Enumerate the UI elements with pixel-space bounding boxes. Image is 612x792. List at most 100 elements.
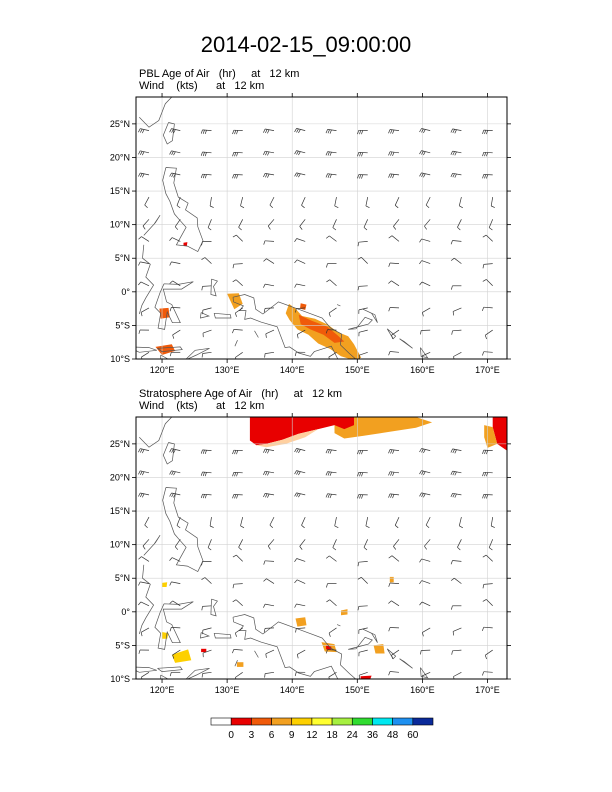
wind-barb-flag	[357, 152, 360, 157]
wind-barb-flag	[451, 330, 453, 335]
wind-barb-flag	[200, 449, 203, 454]
wind-barb-flag	[419, 558, 422, 563]
wind-barb	[171, 581, 181, 584]
wind-barb-flag	[453, 676, 455, 679]
shaded-region	[155, 344, 176, 355]
wind-barb-flag	[234, 312, 237, 317]
wind-barb-flag	[294, 603, 297, 608]
wind-barb-flag	[138, 172, 141, 177]
wind-barb-flag	[424, 225, 427, 230]
coastline	[254, 330, 259, 338]
wind-barb-flag	[326, 263, 328, 268]
shaded-region	[492, 417, 507, 451]
shaded-region	[360, 675, 372, 679]
wind-barb-flag	[325, 555, 330, 559]
wind-barb	[452, 307, 462, 312]
wind-barb-flag	[423, 129, 426, 134]
wind-barb-flag	[169, 237, 173, 241]
wind-barb	[486, 279, 493, 287]
wind-barb-flag	[169, 128, 172, 133]
wind-barb	[264, 627, 275, 629]
wind-barb-flag	[388, 151, 391, 156]
wind-barb	[358, 649, 368, 653]
wind-barb	[389, 471, 400, 474]
wind-barb	[363, 539, 369, 548]
wind-barb-flag	[296, 493, 299, 497]
wind-barb-flag	[365, 525, 370, 529]
wind-barb-flag	[236, 494, 239, 499]
wind-barb-flag	[329, 449, 332, 454]
wind-barb-flag	[454, 471, 457, 476]
wind-barb	[389, 582, 400, 584]
wind-barb	[329, 279, 337, 287]
wind-barb	[171, 128, 181, 131]
wind-barb	[452, 329, 462, 332]
colorbar-label: 3	[249, 730, 255, 741]
wind-barb	[334, 197, 337, 206]
wind-barb	[265, 603, 275, 607]
wind-barb-flag	[327, 173, 330, 178]
wind-barb	[483, 583, 493, 585]
wind-barb	[452, 240, 462, 242]
wind-barb	[171, 448, 181, 451]
coastline	[336, 304, 341, 307]
wind-barb	[329, 555, 337, 562]
wind-barb	[485, 649, 493, 656]
wind-barb-flag	[238, 547, 242, 551]
wind-barb-flag	[263, 471, 266, 475]
wind-barb-flag	[482, 264, 485, 269]
wind-barb	[327, 129, 337, 131]
coastline	[210, 278, 218, 297]
wind-barb-flag	[421, 470, 424, 475]
wind-barb-flag	[202, 152, 205, 157]
wind-barb-flag	[491, 205, 495, 208]
wind-barb	[144, 196, 150, 206]
wind-barb	[422, 627, 431, 633]
wind-barb-flag	[357, 130, 360, 135]
wind-barb-flag	[139, 471, 143, 475]
wind-barb-flag	[169, 448, 172, 453]
wind-barb	[358, 561, 368, 563]
wind-barb-flag	[232, 554, 237, 558]
wind-barb-flag	[142, 225, 146, 230]
wind-barb-flag	[294, 172, 297, 177]
wind-barb-flag	[482, 584, 485, 589]
wind-barb-flag	[392, 129, 395, 134]
x-tick-label: 130°E	[215, 365, 240, 375]
wind-barb-flag	[138, 581, 141, 586]
wind-barb	[296, 307, 306, 309]
wind-barb-flag	[141, 676, 143, 679]
wind-barb	[358, 605, 368, 607]
wind-barb-flag	[391, 655, 394, 660]
wind-barb	[363, 219, 369, 228]
wind-barb	[421, 281, 431, 287]
wind-barb-flag	[263, 308, 266, 313]
wind-barb	[483, 449, 493, 451]
wind-barb	[329, 235, 337, 242]
wind-barb-flag	[452, 151, 455, 156]
shaded-region	[300, 303, 307, 310]
wind-barb	[301, 516, 306, 526]
wind-barb-flag	[296, 128, 299, 133]
wind-barb-flag	[138, 601, 142, 606]
wind-barb-flag	[486, 130, 489, 135]
wind-barb	[235, 627, 243, 634]
x-tick-label: 160°E	[410, 685, 435, 695]
wind-barb-flag	[334, 525, 339, 529]
wind-barb-flag	[325, 449, 328, 454]
shaded-region	[256, 429, 319, 448]
wind-barb-flag	[328, 676, 330, 679]
coastline	[420, 347, 429, 359]
shaded-region	[298, 314, 345, 343]
wind-barb-flag	[269, 524, 274, 529]
wind-barb	[421, 260, 431, 264]
wind-barb-flag	[423, 151, 426, 156]
wind-barb	[389, 129, 400, 131]
wind-barb	[140, 150, 150, 154]
wind-barb-flag	[390, 129, 393, 134]
wind-barb-flag	[294, 259, 298, 264]
wind-barb-flag	[298, 129, 301, 134]
wind-barb-flag	[391, 335, 394, 340]
wind-barb	[267, 539, 275, 547]
colorbar-swatch	[291, 717, 313, 726]
